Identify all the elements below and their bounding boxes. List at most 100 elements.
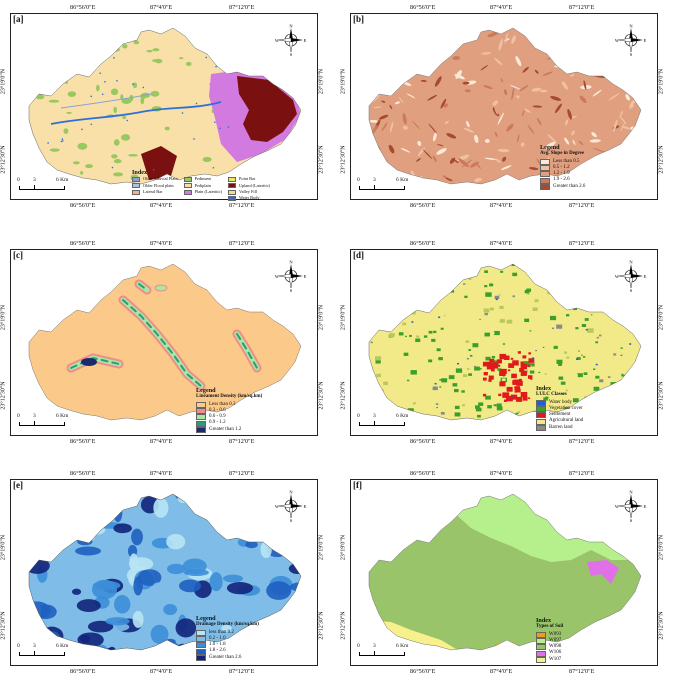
slope-patch — [528, 70, 539, 75]
slope-patch — [440, 98, 447, 109]
legend-item-label: less than 0.2 — [209, 629, 234, 635]
land-cover-patch — [512, 295, 516, 298]
slope-patch — [471, 99, 477, 103]
land-cover-patch — [484, 332, 490, 337]
land-cover-patch — [405, 395, 409, 398]
legend-item-label: 0.6 - 0.9 — [209, 414, 226, 420]
land-cover-patch — [613, 354, 619, 359]
land-cover-patch — [586, 429, 592, 434]
map-legend: Legend Drainage Density (km/sq.km) less th… — [196, 615, 259, 661]
slope-patch — [417, 140, 422, 146]
land-cover-patch — [514, 321, 518, 324]
longitude-label: 87°12'0"E — [569, 438, 595, 445]
land-cover-patch — [553, 267, 559, 271]
land-cover-patch — [529, 365, 532, 367]
pediment-patch — [122, 115, 127, 120]
lineament-core — [122, 299, 202, 387]
lineament-zone — [254, 281, 274, 299]
pediment-patch — [120, 94, 124, 100]
legend-item: Vegetation cover — [536, 406, 583, 413]
compass-s-label: S — [630, 52, 633, 57]
slope-patch — [389, 45, 395, 56]
land-cover-patch — [549, 315, 557, 321]
longitude-label: 86°56'0"E — [70, 240, 96, 247]
land-cover-patch — [476, 421, 482, 425]
land-cover-patch — [621, 373, 626, 377]
slope-patch — [531, 110, 543, 116]
land-cover-patch — [490, 331, 495, 335]
drainage-density-zone — [87, 524, 106, 535]
land-cover-patch — [450, 290, 455, 293]
land-cover-patch — [588, 289, 594, 293]
land-cover-patch — [454, 405, 460, 410]
drainage-density-zone — [251, 525, 261, 533]
land-cover-patch — [643, 405, 645, 407]
longitude-label: 87°12'0"E — [229, 240, 255, 247]
slope-patch — [411, 120, 420, 130]
slope-patch — [420, 46, 426, 50]
longitude-label: 86°56'0"E — [70, 438, 96, 445]
land-cover-patch — [644, 422, 646, 424]
slope-patch — [586, 48, 592, 56]
legend-item-label: Older Alluvial Plain — [143, 176, 178, 182]
slope-patch — [444, 120, 449, 124]
slope-patch — [634, 133, 638, 144]
drainage-density-zone — [34, 497, 55, 516]
slope-patch — [369, 119, 378, 123]
land-cover-patch — [372, 318, 375, 321]
land-cover-patch — [556, 324, 563, 329]
land-cover-patch — [528, 265, 533, 269]
settlement-patch — [528, 358, 535, 363]
longitude-label: 87°12'0"E — [229, 4, 255, 11]
compass-n-label: N — [629, 490, 633, 495]
drainage-density-zone — [29, 621, 47, 641]
legend-swatch — [227, 183, 236, 189]
compass-e-label: E — [304, 38, 307, 43]
longitude-label: 86°56'0"E — [70, 202, 96, 209]
slope-patch — [520, 142, 525, 147]
compass-w-label: W — [615, 38, 620, 43]
land-cover-patch — [620, 354, 623, 356]
slope-patch — [565, 119, 569, 126]
legend-item-label: Pediplain — [194, 182, 211, 188]
land-cover-patch — [369, 308, 371, 312]
drainage-density-zone — [150, 624, 169, 644]
legend-item: 0.2 - 1.0 — [196, 636, 259, 643]
water-body-dot — [195, 102, 198, 105]
legend-item: Point Bar — [227, 176, 270, 182]
water-body-patch — [438, 316, 441, 319]
slope-patch — [369, 90, 373, 95]
land-cover-patch — [439, 386, 442, 388]
water-body-dot — [90, 123, 93, 126]
slope-patch — [445, 177, 453, 181]
legend-title: Legend — [196, 615, 216, 622]
land-cover-patch — [376, 373, 381, 378]
drainage-density-zone — [216, 527, 229, 542]
scale-bar-label: 3 — [33, 413, 36, 419]
land-cover-patch — [588, 411, 591, 414]
compass-w-label: W — [615, 504, 620, 509]
land-cover-patch — [620, 298, 628, 303]
latitude-label: 23°19'0"N — [318, 68, 325, 95]
slope-patch — [369, 75, 373, 88]
water-body-dot — [99, 72, 101, 74]
land-cover-patch — [566, 356, 570, 359]
land-cover-patch — [428, 359, 433, 363]
slope-patch — [515, 189, 520, 194]
panel-label: [a] — [13, 14, 24, 24]
scale-bar-label: 0 — [17, 177, 20, 183]
panel-label: [e] — [13, 480, 23, 490]
slope-patch — [579, 66, 586, 71]
slope-patch — [400, 148, 411, 153]
drainage-density-zone — [153, 498, 169, 518]
land-cover-patch — [590, 303, 594, 306]
slope-patch — [572, 139, 576, 146]
land-cover-patch — [410, 370, 417, 375]
map-panel-e: [e] 86°56'0"E 86°56'0"E 87°4'0"E 87°4'0"E 87°… — [0, 466, 326, 676]
scale-bar-label: 3 — [33, 177, 36, 183]
slope-patch — [436, 148, 447, 155]
slope-patch — [413, 51, 418, 57]
map-legend: Legend Lineament Density (km/sq.km) Less t… — [196, 387, 262, 433]
longitude-label: 87°4'0"E — [490, 4, 513, 11]
longitude-label: 86°56'0"E — [70, 668, 96, 675]
